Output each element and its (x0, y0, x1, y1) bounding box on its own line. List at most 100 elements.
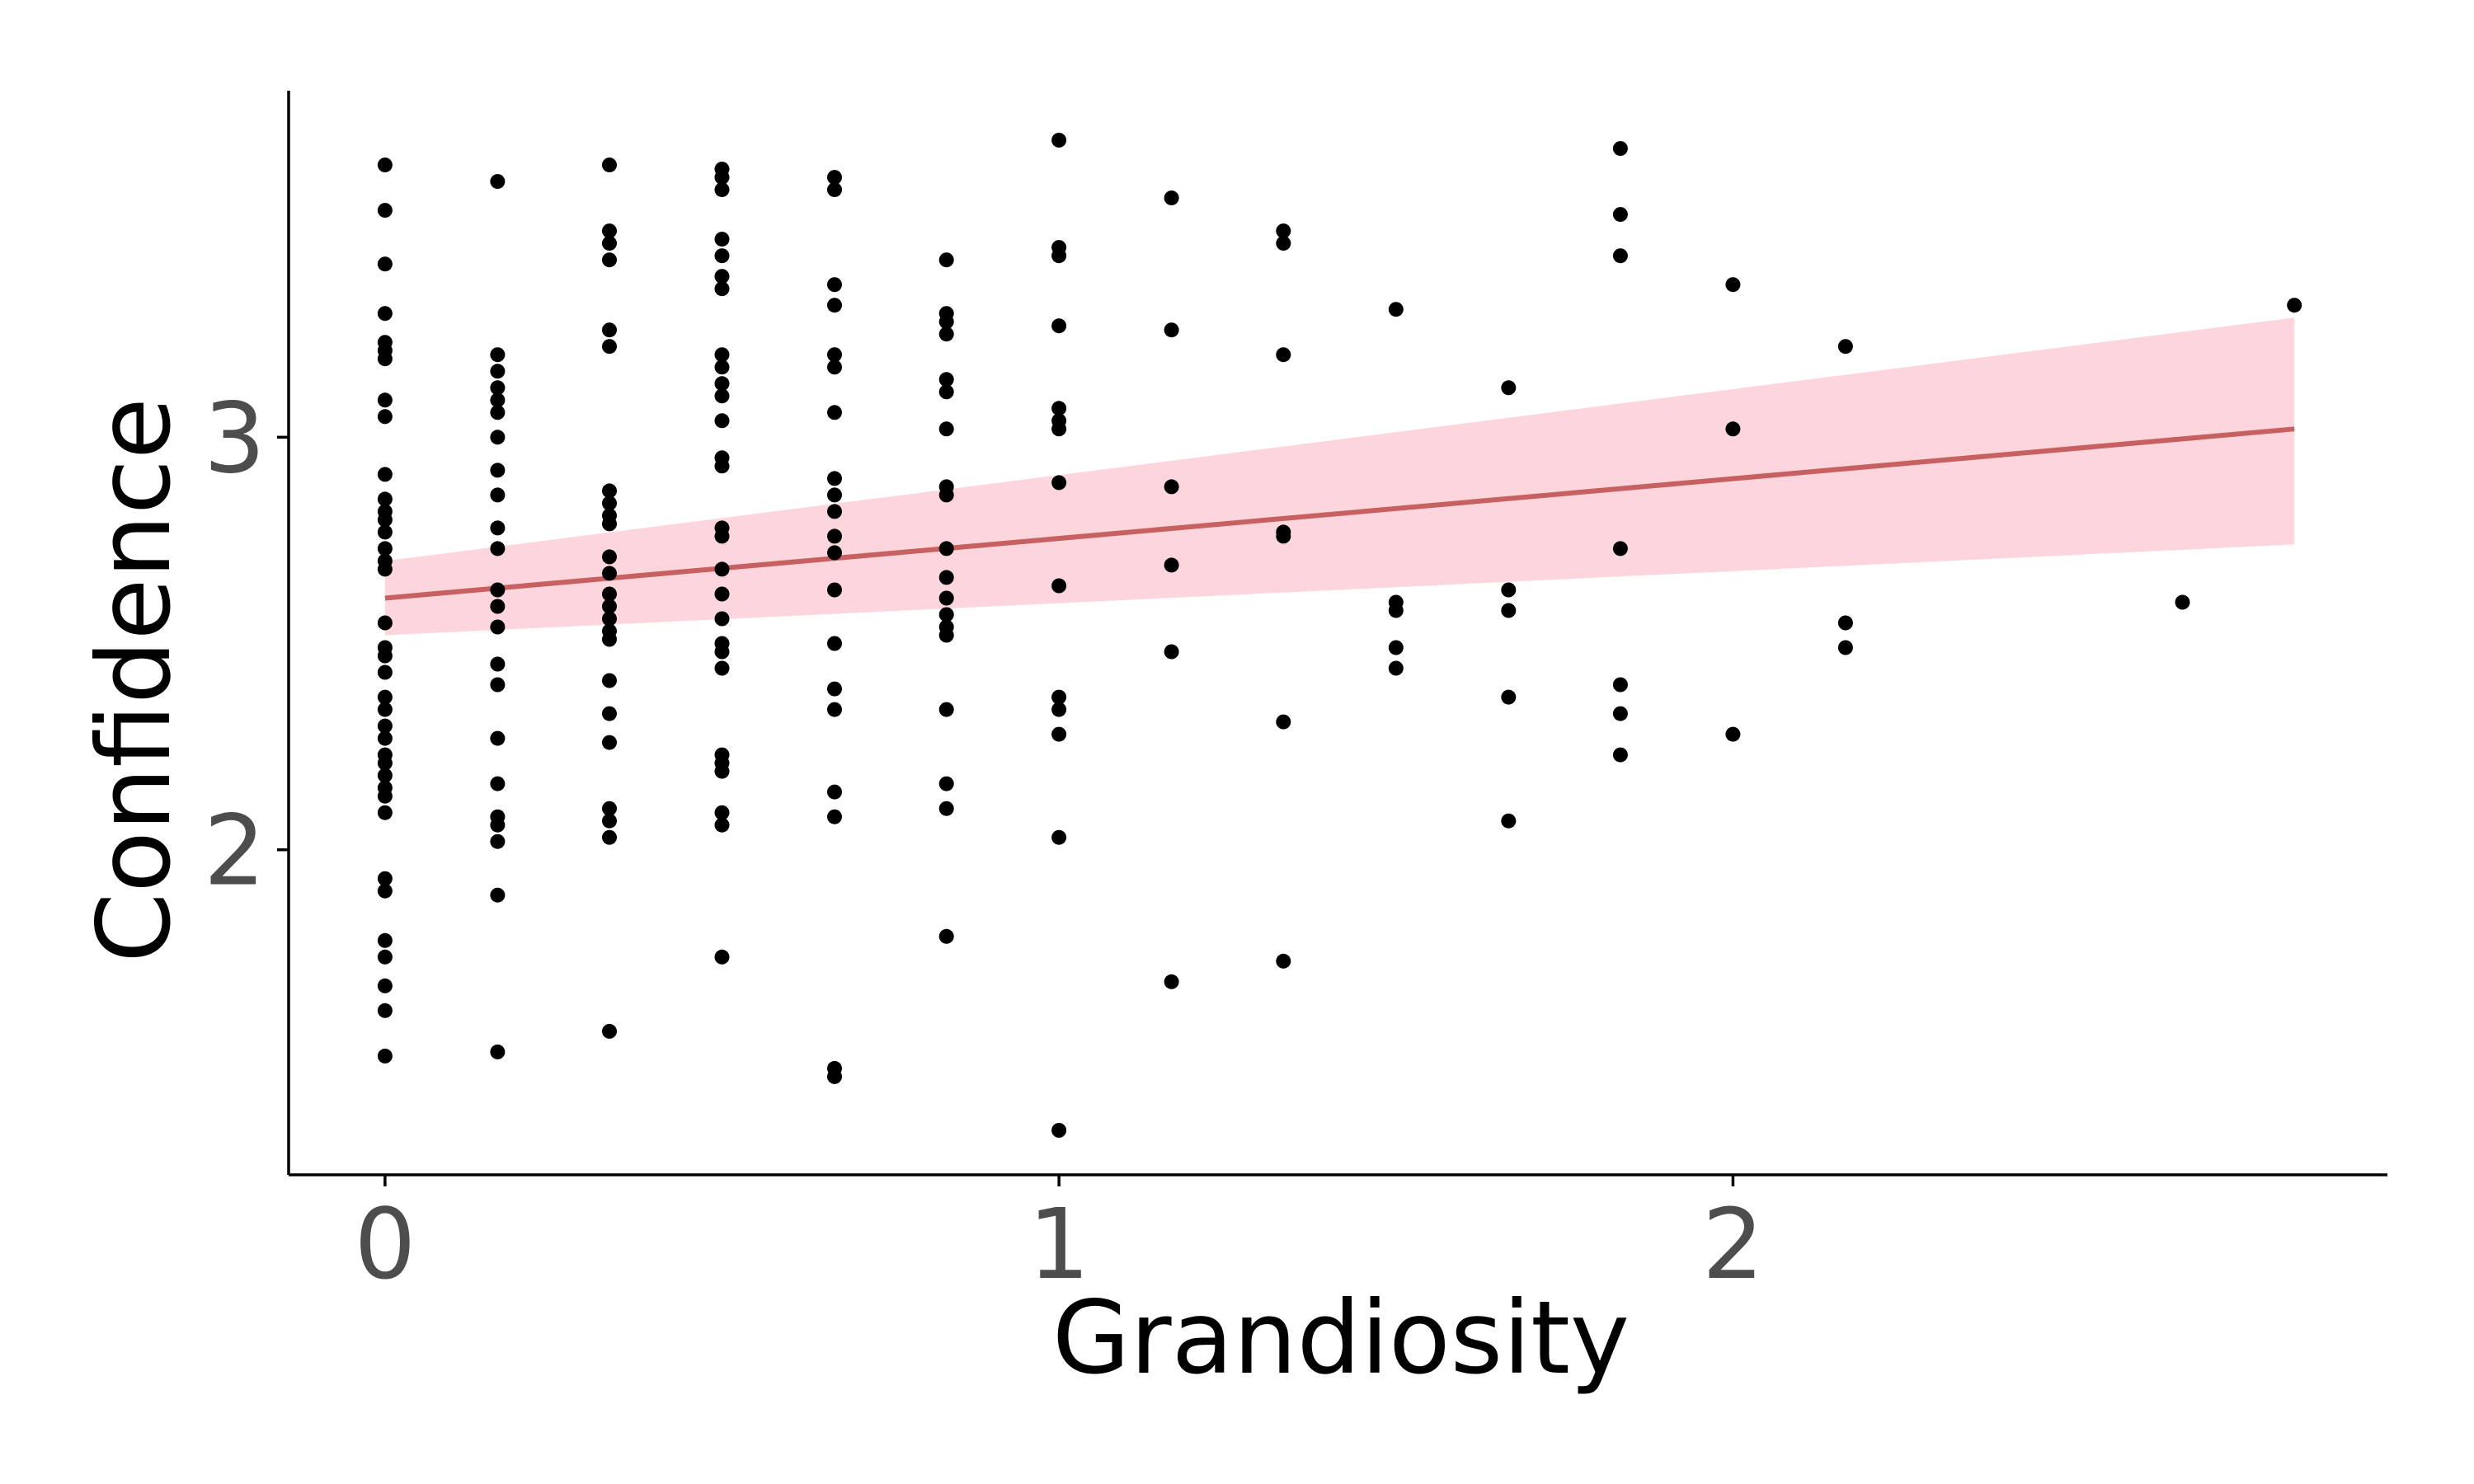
data-point (1612, 248, 1628, 264)
data-point (1501, 689, 1517, 705)
data-point (602, 252, 617, 268)
data-point (1051, 401, 1067, 416)
data-point (1388, 660, 1404, 676)
data-point (714, 269, 730, 284)
data-point (1051, 133, 1067, 148)
data-point (938, 702, 954, 717)
data-point (714, 644, 730, 660)
data-point (1388, 640, 1404, 655)
data-point (2287, 298, 2302, 313)
data-point (377, 1048, 393, 1064)
data-point (490, 380, 506, 396)
data-point (938, 487, 954, 503)
data-point (602, 586, 617, 602)
data-point (377, 768, 393, 783)
data-point (1501, 603, 1517, 618)
data-point (490, 430, 506, 445)
data-point (827, 170, 842, 186)
data-point (714, 347, 730, 363)
data-point (377, 702, 393, 717)
data-point (490, 520, 506, 536)
data-point (827, 702, 842, 717)
data-point (490, 834, 506, 849)
data-point (938, 607, 954, 622)
data-point (377, 665, 393, 680)
data-point (377, 1003, 393, 1018)
data-point (1612, 747, 1628, 763)
data-point (714, 528, 730, 544)
data-point (377, 932, 393, 948)
data-point (938, 314, 954, 330)
data-point (490, 887, 506, 903)
data-point (1051, 829, 1067, 845)
data-point (714, 763, 730, 779)
data-point (377, 409, 393, 425)
data-point (377, 512, 393, 528)
data-point (827, 681, 842, 697)
data-point (827, 809, 842, 824)
data-point (714, 817, 730, 833)
data-point (1725, 421, 1741, 437)
data-point (827, 359, 842, 375)
data-point (827, 471, 842, 486)
trend-line (384, 426, 2295, 601)
data-point (377, 788, 393, 804)
data-point (1837, 615, 1853, 631)
data-point (938, 384, 954, 400)
x-tick-label: 0 (354, 1187, 416, 1301)
data-point (714, 359, 730, 375)
data-point (490, 392, 506, 408)
data-point (377, 871, 393, 886)
data-point (827, 405, 842, 420)
data-point (1612, 677, 1628, 693)
data-point (1051, 421, 1067, 437)
data-point (377, 648, 393, 664)
data-point (714, 232, 730, 247)
data-point (377, 561, 393, 577)
data-point (602, 1023, 617, 1039)
data-point (1276, 347, 1291, 363)
data-point (602, 495, 617, 511)
data-point (1276, 223, 1291, 239)
data-point (1388, 302, 1404, 317)
data-point (1164, 644, 1179, 660)
data-point (1051, 702, 1067, 717)
data-point (714, 611, 730, 627)
data-point (1837, 640, 1853, 655)
data-point (602, 673, 617, 688)
data-point (490, 619, 506, 635)
data-point (602, 549, 617, 565)
data-point (602, 599, 617, 614)
data-point (938, 590, 954, 606)
data-point (490, 463, 506, 478)
data-point (490, 405, 506, 420)
data-point (938, 776, 954, 791)
data-point (602, 611, 617, 627)
data-point (827, 636, 842, 651)
data-point (1164, 322, 1179, 338)
data-point (377, 157, 393, 173)
data-point (490, 582, 506, 598)
data-point (490, 487, 506, 503)
data-point (938, 928, 954, 944)
data-point (490, 776, 506, 791)
data-point (602, 801, 617, 816)
data-point (1501, 582, 1517, 598)
data-point (1276, 714, 1291, 730)
data-point (1612, 207, 1628, 223)
data-point (490, 656, 506, 672)
data-point (827, 347, 842, 363)
data-point (1276, 528, 1291, 544)
x-axis-title: Grandiosity (1052, 1280, 1630, 1397)
data-point (377, 351, 393, 367)
data-point (377, 730, 393, 746)
data-point (490, 817, 506, 833)
data-point (377, 524, 393, 540)
data-point (377, 467, 393, 482)
data-point (1612, 706, 1628, 721)
data-point (1164, 974, 1179, 989)
data-point (938, 801, 954, 816)
data-point (827, 504, 842, 519)
